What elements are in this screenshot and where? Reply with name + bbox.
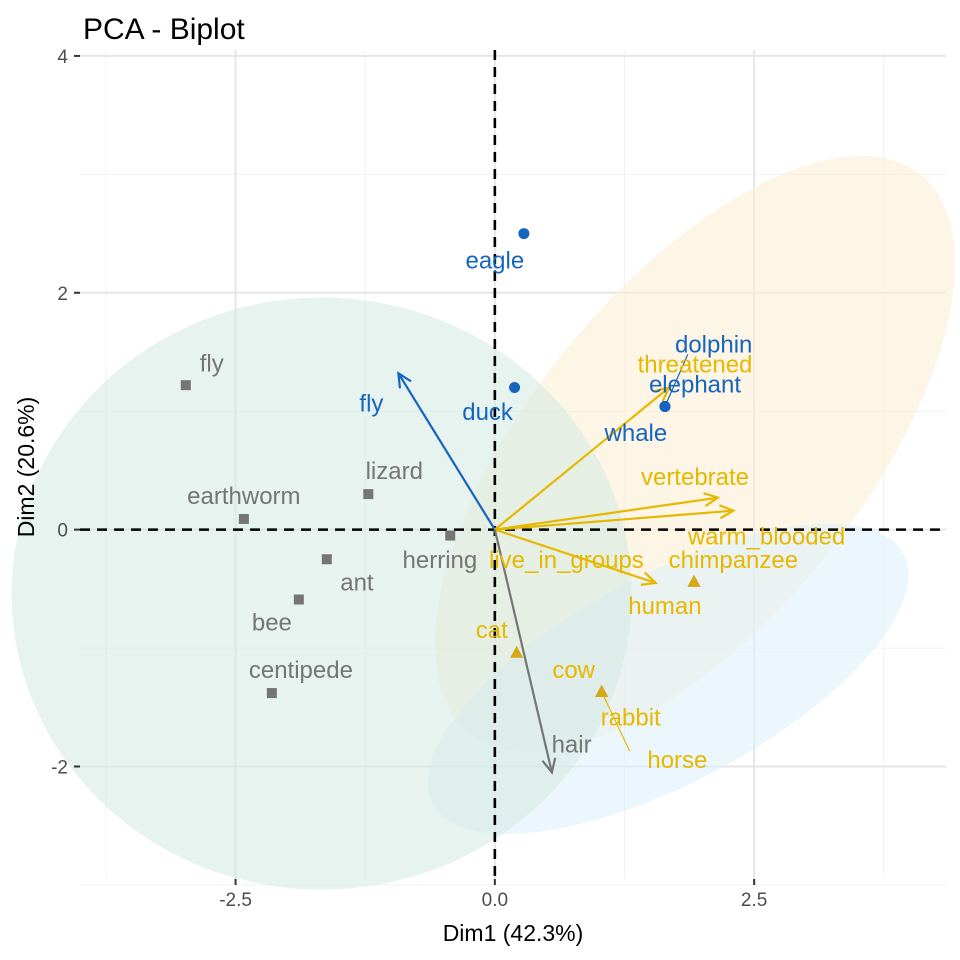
point-whale bbox=[659, 400, 671, 412]
variable-label-hair: hair bbox=[552, 732, 592, 759]
axes: -2.5 0.0 2.5 -2 0 2 4 bbox=[51, 47, 767, 911]
point-label-chimpanzee: chimpanzee bbox=[669, 547, 798, 574]
leader-dolphin bbox=[664, 354, 689, 407]
arrowhead-vertebrate bbox=[703, 492, 721, 507]
point-fly bbox=[180, 380, 191, 391]
arrow-fly bbox=[397, 372, 496, 531]
variable-label-fly: fly bbox=[359, 391, 383, 418]
point-label-rabbit: rabbit bbox=[601, 704, 661, 731]
point-label-fly: fly bbox=[200, 350, 224, 377]
leader-horse bbox=[601, 691, 631, 752]
variable-label-warm-blooded: warm_blooded bbox=[687, 523, 845, 550]
point-human bbox=[687, 574, 701, 587]
y-tick-label: -2 bbox=[51, 757, 68, 778]
y-tick-label: 4 bbox=[57, 47, 68, 68]
point-centipede bbox=[266, 688, 277, 699]
variable-arrows bbox=[397, 371, 736, 775]
point-earthworm bbox=[238, 513, 249, 524]
point-cat bbox=[510, 645, 524, 658]
point-horse bbox=[595, 684, 609, 697]
x-tick-label: 2.5 bbox=[741, 890, 767, 911]
point-lizard bbox=[363, 489, 374, 500]
point-label-earthworm: earthworm bbox=[187, 483, 300, 510]
point-label-bee: bee bbox=[252, 610, 292, 637]
point-herring bbox=[445, 530, 456, 541]
arrowhead-threatened bbox=[654, 385, 672, 402]
arrow-vertebrate bbox=[494, 496, 718, 531]
point-label-cow: cow bbox=[552, 657, 595, 684]
label-leaders bbox=[601, 354, 689, 752]
y-tick-label: 2 bbox=[57, 284, 68, 305]
point-label-dolphin: dolphin bbox=[675, 331, 752, 358]
x-tick-label: -2.5 bbox=[219, 890, 252, 911]
arrowhead-live-in-groups bbox=[640, 571, 659, 586]
point-label-eagle: eagle bbox=[465, 247, 524, 274]
chart-title: PCA - Biplot bbox=[83, 13, 245, 46]
individual-points bbox=[180, 228, 701, 699]
point-label-cat: cat bbox=[476, 617, 508, 644]
x-tick-label: 0.0 bbox=[482, 890, 508, 911]
point-label-elephant: elephant bbox=[649, 372, 741, 399]
point-bee bbox=[293, 594, 304, 605]
arrowhead-warm-blooded bbox=[719, 504, 736, 520]
reference-lines bbox=[80, 50, 946, 879]
point-label-ant: ant bbox=[340, 569, 374, 596]
point-label-human: human bbox=[628, 593, 701, 620]
arrow-live-in-groups bbox=[494, 528, 656, 584]
confidence-ellipses bbox=[11, 156, 956, 890]
arrowhead-hair bbox=[541, 757, 557, 775]
y-tick-label: 0 bbox=[57, 521, 68, 542]
arrow-warm-blooded bbox=[494, 509, 734, 531]
arrow-hair bbox=[493, 529, 553, 773]
point-labels: eagle duck dolphin elephant whale fly lizard ea… bbox=[187, 247, 845, 774]
point-duck bbox=[509, 382, 521, 394]
point-label-whale: whale bbox=[604, 420, 668, 447]
x-axis-title: Dim1 (42.3%) bbox=[443, 920, 584, 946]
y-axis-title: Dim2 (20.6%) bbox=[13, 397, 39, 538]
point-label-centipede: centipede bbox=[249, 657, 353, 684]
point-ant bbox=[321, 554, 332, 565]
point-label-herring: herring bbox=[403, 547, 478, 574]
variable-label-threatened: threatened bbox=[638, 352, 753, 379]
arrowhead-fly bbox=[397, 371, 412, 389]
arrow-threatened bbox=[494, 386, 670, 531]
point-eagle bbox=[518, 228, 530, 240]
variable-label-vertebrate: vertebrate bbox=[641, 464, 749, 491]
variable-label-live-in-groups: live_in_groups bbox=[489, 547, 644, 574]
point-label-duck: duck bbox=[462, 399, 514, 426]
point-label-horse: horse bbox=[647, 747, 707, 774]
ellipse-group_2 bbox=[11, 297, 632, 890]
point-label-lizard: lizard bbox=[366, 458, 423, 485]
